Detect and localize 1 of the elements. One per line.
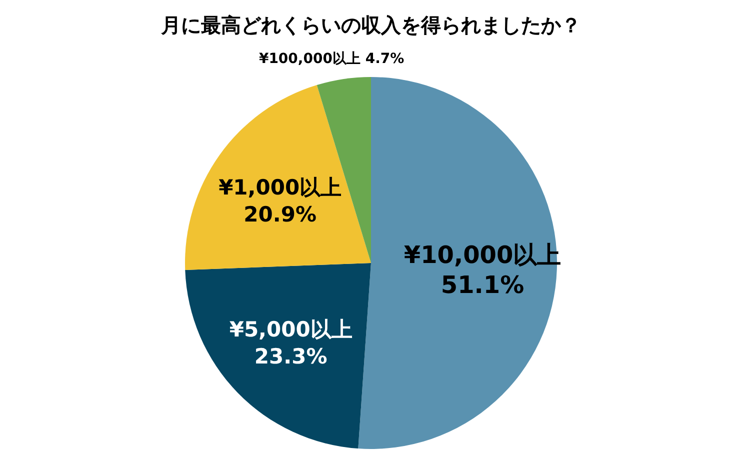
title: 月に最高どれくらいの収入を得られましたか？ (161, 13, 581, 37)
